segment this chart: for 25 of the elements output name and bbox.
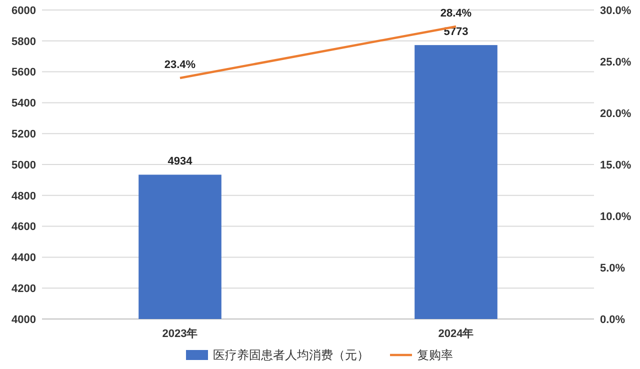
y2-tick-label: 0.0% xyxy=(600,314,626,326)
y-tick-label: 5000 xyxy=(12,159,36,172)
y-tick-label: 5800 xyxy=(12,36,36,48)
y-tick-label: 5200 xyxy=(12,128,36,140)
y2-tick-label: 10.0% xyxy=(600,210,632,223)
y2-tick-label: 30.0% xyxy=(600,4,632,17)
y-tick-label: 4400 xyxy=(12,252,36,264)
y-tick-label: 4200 xyxy=(12,282,36,295)
y-tick-label: 5600 xyxy=(12,66,36,79)
y-tick-label: 4600 xyxy=(12,221,36,234)
y-tick-label: 5400 xyxy=(12,98,36,110)
y2-tick-label: 20.0% xyxy=(600,108,632,120)
data-label: 28.4% xyxy=(440,7,472,20)
y-tick-label: 4800 xyxy=(12,190,36,202)
legend-label: 复购率 xyxy=(417,348,453,362)
y-tick-label: 4000 xyxy=(12,314,36,326)
y2-tick-label: 15.0% xyxy=(600,159,632,172)
data-label: 4934 xyxy=(168,156,194,168)
y2-tick-label: 5.0% xyxy=(600,262,626,274)
y-tick-label: 6000 xyxy=(12,4,36,17)
data-label: 23.4% xyxy=(164,58,196,71)
legend-label: 医疗养固患者人均消费（元） xyxy=(213,348,369,362)
x-tick-label: 2023年 xyxy=(162,327,198,340)
y2-tick-label: 25.0% xyxy=(600,56,632,68)
x-tick-label: 2024年 xyxy=(438,327,474,340)
